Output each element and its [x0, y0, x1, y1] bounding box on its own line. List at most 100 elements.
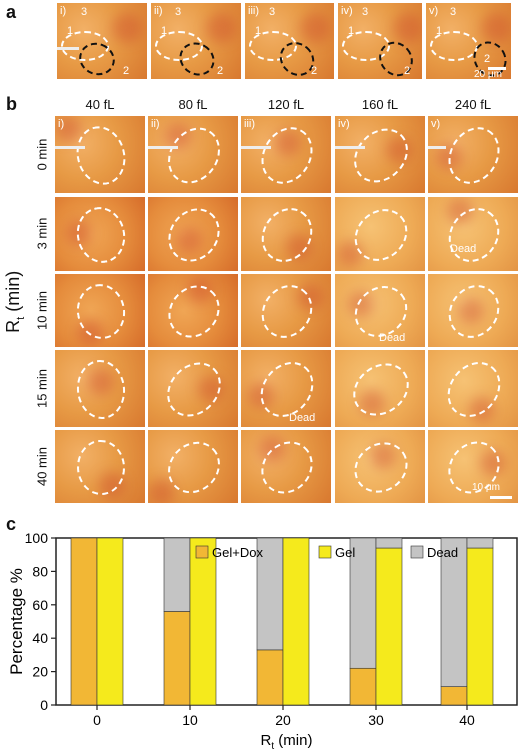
percentage-bar-chart: 0 20 40 60 80 100 Percentage % 0 10 20 30 40 Rt (min…: [7, 530, 518, 752]
scale-bar-b: [490, 496, 512, 499]
y-tick-label: 60: [32, 597, 48, 613]
cell-outline: [251, 198, 323, 271]
subpanel-label: iv): [341, 5, 353, 17]
x-label-main: R: [261, 732, 272, 749]
cell-outline: [343, 352, 419, 427]
y-tick-label: 40: [32, 630, 48, 646]
background-spot: [447, 198, 473, 224]
legend-swatch: [318, 545, 332, 559]
panel-a-image: v) 3 1 2 20 μm: [425, 2, 512, 80]
x-tick-label: 30: [368, 712, 384, 728]
cell-outline-1: [342, 31, 390, 61]
panel-b-image: [54, 429, 146, 504]
background-spot: [393, 13, 422, 43]
panel-b-image: Dead: [240, 349, 332, 428]
column-header: 240 fL: [454, 97, 492, 112]
cell-outline: [438, 275, 510, 347]
panel-b-image: [54, 196, 146, 272]
subpanel-label: iv): [338, 118, 350, 130]
row-header: 0 min: [34, 138, 50, 170]
x-axis-label: Rt (min): [261, 732, 313, 752]
panel-b-letter: b: [6, 94, 17, 114]
cell-label-1: 1: [348, 25, 355, 37]
column-header: 160 fL: [361, 97, 399, 112]
cell-label-2: 2: [311, 65, 318, 77]
panel-b-image: [240, 273, 332, 348]
panel-b-image: [240, 196, 332, 272]
background-spot: [55, 116, 81, 142]
cell-outline-1: [155, 31, 203, 61]
background-spot: [206, 13, 236, 43]
pipette-tip: [148, 146, 178, 149]
panel-b-image: ii): [147, 115, 239, 194]
pipette-tip: [241, 146, 271, 149]
row-header: 40 min: [34, 446, 50, 486]
row-header: 10 min: [34, 290, 50, 330]
pipette-tip: [428, 146, 446, 149]
scale-label-a: 20 μm: [474, 69, 502, 80]
cell-label-3: 3: [450, 6, 457, 18]
cell-outline: [251, 117, 323, 193]
column-header: 40 fL: [85, 97, 115, 112]
panel-b-image: [427, 273, 519, 348]
panel-b-image: Dead: [334, 273, 426, 348]
pipette-tip: [335, 146, 365, 149]
panel-b-image: [147, 429, 239, 504]
background-spot: [469, 397, 495, 423]
subpanel-label: i): [58, 118, 65, 130]
panel-a-image: iii) 3 1 2: [244, 2, 335, 80]
y-tick-label: 80: [32, 563, 48, 579]
cell-label-3: 3: [269, 6, 276, 18]
bar-gel: [375, 547, 403, 706]
dead-label: Dead: [450, 243, 477, 255]
panel-b-image: 10 μm: [427, 429, 519, 504]
cell-outline: [436, 351, 512, 427]
panel-a-image: ii) 3 1 2: [150, 2, 242, 80]
bar-dead-left: [163, 537, 191, 612]
cell-outline: [438, 117, 510, 193]
background-spot: [359, 390, 385, 416]
cell-outline: [344, 432, 418, 503]
legend-label: Gel+Dox: [212, 545, 263, 560]
background-spot: [286, 234, 312, 260]
background-spot: [370, 443, 396, 469]
cell-label-3: 3: [175, 6, 182, 18]
cell-label-1: 1: [255, 25, 262, 37]
background-spot: [300, 13, 330, 43]
bar-dead-right: [375, 537, 403, 549]
panel-b-image: i): [54, 115, 146, 194]
background-spot: [88, 369, 114, 395]
y-axis-label: Percentage %: [7, 568, 26, 675]
legend-swatch: [410, 545, 424, 559]
panel-b-image: [427, 349, 519, 428]
y-tick-label: 100: [25, 530, 49, 546]
background-spot: [187, 277, 213, 303]
bar-gel-dox: [70, 537, 98, 706]
row-header: 3 min: [34, 217, 50, 250]
row-header: 15 min: [34, 368, 50, 408]
y-tick-label: 20: [32, 664, 48, 680]
background-spot: [480, 450, 506, 476]
background-spot: [386, 137, 412, 163]
column-header: 120 fL: [267, 97, 305, 112]
background-spot: [198, 376, 224, 402]
background-spot: [149, 479, 175, 503]
pipette-tip: [57, 47, 79, 50]
cell-outline: [437, 431, 511, 503]
panel-b-ylabel: Rt (min): [3, 270, 27, 333]
bar-gel-dox: [440, 686, 468, 706]
x-label-sub: t: [271, 741, 274, 752]
panel-b-image: [334, 349, 426, 428]
bar-gel: [466, 547, 494, 706]
cell-label-2: 2: [123, 65, 130, 77]
background-spot: [297, 284, 323, 310]
pipette-tip: [55, 146, 85, 149]
scale-label-b: 10 μm: [472, 482, 500, 493]
cell-outline-1: [61, 31, 109, 61]
cell-label-2: 2: [404, 65, 411, 77]
x-tick-label: 0: [93, 712, 101, 728]
dead-label: Dead: [379, 332, 406, 344]
bar-gel-dox: [256, 649, 284, 706]
x-tick-label: 40: [459, 712, 475, 728]
panel-b-image: [147, 273, 239, 348]
